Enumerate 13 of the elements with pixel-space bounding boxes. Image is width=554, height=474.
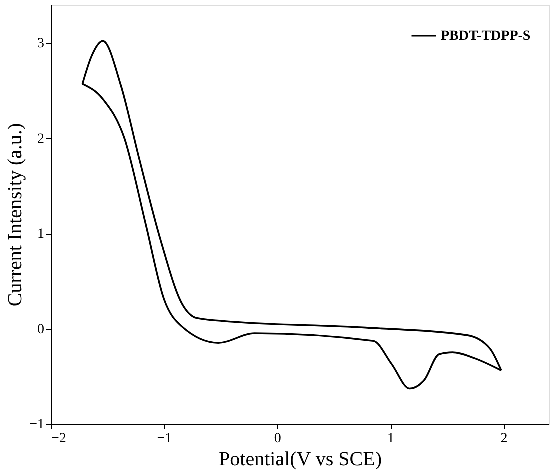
- y-tick-label: 2: [38, 132, 44, 147]
- y-axis-title: Current Intensity (a.u.): [4, 123, 27, 307]
- x-tick-label: 2: [500, 432, 508, 446]
- y-tick-label: −1: [30, 418, 44, 432]
- y-tick-label: 1: [38, 227, 44, 242]
- x-axis-title: Potential(V vs SCE): [219, 448, 382, 470]
- x-tick-label: −2: [52, 432, 66, 446]
- x-tick-label: 1: [388, 432, 395, 446]
- x-tick-label: 0: [274, 432, 282, 446]
- legend-label: PBDT-TDPP-S: [441, 29, 531, 44]
- x-tick-label: −1: [157, 432, 172, 446]
- y-tick-label: 3: [38, 36, 44, 52]
- y-tick-label: 0: [38, 322, 44, 338]
